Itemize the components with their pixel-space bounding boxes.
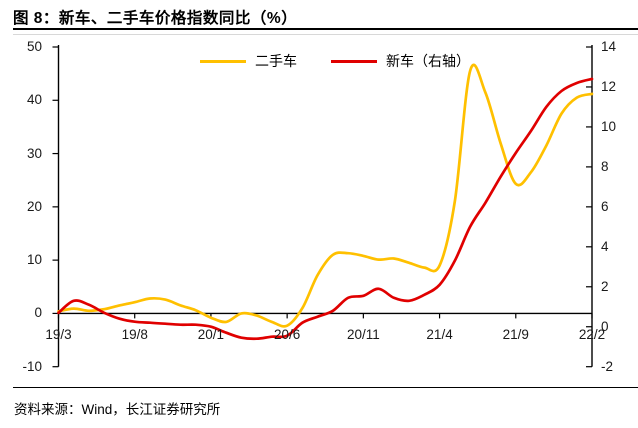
footer-divider bbox=[13, 387, 638, 388]
legend-item-new-car: 新车（右轴） bbox=[331, 51, 470, 71]
legend-label-new-car: 新车（右轴） bbox=[386, 53, 470, 69]
title-divider bbox=[13, 28, 638, 30]
figure-title: 图 8：新车、二手车价格指数同比（%） bbox=[13, 10, 298, 27]
series-line-used-car bbox=[57, 63, 594, 328]
legend-line-used-car-swatch bbox=[200, 59, 246, 63]
source-note: 资料来源：Wind，长江证券研究所 bbox=[14, 402, 221, 417]
series-line-new-car bbox=[57, 77, 594, 341]
legend-label-used-car: 二手车 bbox=[255, 53, 297, 69]
chart-legend: 二手车 新车（右轴） bbox=[0, 51, 638, 71]
legend-line-new-car-swatch bbox=[331, 59, 377, 63]
legend-item-used-car: 二手车 bbox=[200, 51, 297, 71]
title-divider-thin bbox=[13, 34, 638, 35]
